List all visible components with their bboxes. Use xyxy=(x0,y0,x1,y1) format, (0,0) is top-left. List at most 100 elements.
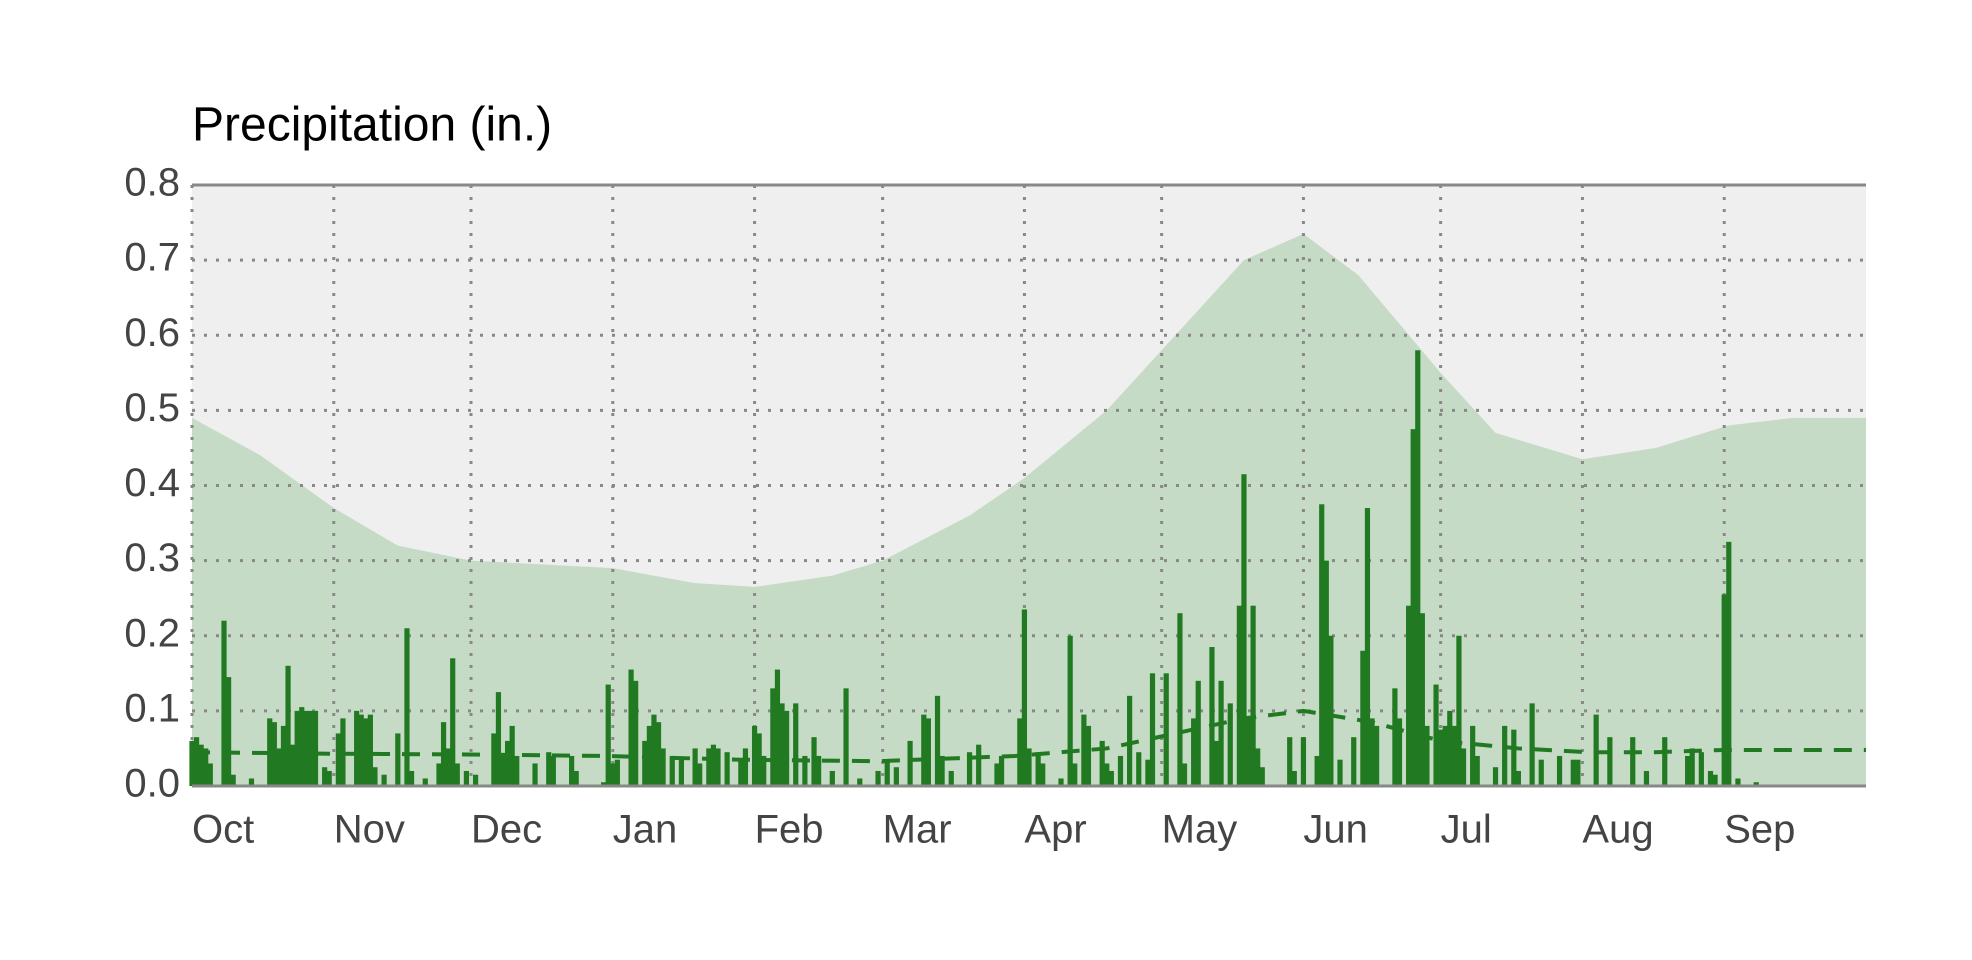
bar xyxy=(925,718,931,786)
bar xyxy=(793,703,799,786)
bar xyxy=(1707,770,1714,786)
bar xyxy=(354,710,360,786)
bar xyxy=(322,767,328,786)
bar xyxy=(756,733,762,786)
bar xyxy=(509,725,515,786)
bar xyxy=(1438,729,1444,786)
bar xyxy=(1529,703,1535,786)
bar xyxy=(1218,680,1224,786)
bar xyxy=(1451,725,1457,786)
y-tick-label: 0.1 xyxy=(124,686,180,730)
bar xyxy=(1021,609,1028,786)
bar xyxy=(1145,759,1151,786)
bar xyxy=(706,748,712,786)
bar xyxy=(783,710,790,786)
bar xyxy=(816,755,822,786)
bar xyxy=(1374,725,1380,786)
bar xyxy=(655,722,662,786)
bar xyxy=(550,755,556,786)
bar xyxy=(1470,725,1476,786)
bar xyxy=(742,748,749,786)
bar xyxy=(1163,673,1169,786)
bar xyxy=(1181,763,1188,786)
bar xyxy=(1058,778,1064,786)
y-tick-label: 0.7 xyxy=(124,236,180,280)
bar xyxy=(605,684,611,786)
bar xyxy=(569,755,575,786)
bar xyxy=(1319,504,1325,786)
bar xyxy=(779,703,785,786)
bar xyxy=(189,740,195,786)
bar xyxy=(1323,560,1329,786)
bar xyxy=(1191,718,1197,786)
x-tick-label: May xyxy=(1162,808,1238,852)
bar xyxy=(710,744,717,786)
bar xyxy=(966,752,973,786)
bar xyxy=(532,763,538,786)
bar xyxy=(203,748,209,786)
bar xyxy=(1396,718,1403,786)
bar xyxy=(1447,710,1453,786)
bar xyxy=(408,770,415,786)
bar xyxy=(230,774,236,786)
bar xyxy=(1255,748,1261,786)
bar xyxy=(372,767,378,786)
bar xyxy=(1460,748,1467,786)
bar xyxy=(573,770,579,786)
bar xyxy=(715,748,721,786)
bar xyxy=(1149,673,1156,786)
x-tick-label: Jun xyxy=(1303,808,1368,852)
bar xyxy=(802,755,808,786)
bar xyxy=(463,770,470,786)
bar xyxy=(1104,763,1110,786)
y-tick-label: 0.3 xyxy=(124,536,180,580)
bar xyxy=(1300,737,1307,786)
bar xyxy=(290,744,296,786)
bar xyxy=(1726,541,1732,786)
bar xyxy=(326,770,332,786)
bar xyxy=(546,752,552,786)
bar xyxy=(395,733,401,786)
bar xyxy=(450,658,456,786)
bar xyxy=(1515,770,1521,786)
bar xyxy=(248,778,255,786)
bar xyxy=(1108,770,1114,786)
x-tick-label: Apr xyxy=(1024,808,1086,852)
x-tick-label: Dec xyxy=(471,808,542,852)
bar xyxy=(1099,740,1105,786)
bar xyxy=(1570,759,1576,786)
bar xyxy=(976,744,982,786)
bar xyxy=(422,778,428,786)
bar xyxy=(934,695,941,786)
bar xyxy=(1195,680,1201,786)
bar xyxy=(907,740,913,786)
bar xyxy=(436,763,442,786)
bar xyxy=(1287,737,1293,786)
bar xyxy=(1433,684,1439,786)
bar xyxy=(221,620,227,786)
bar xyxy=(514,755,520,786)
bar xyxy=(299,707,305,786)
bar xyxy=(724,752,730,786)
x-tick-label: Nov xyxy=(334,808,405,852)
bar xyxy=(1556,755,1563,786)
bar xyxy=(1410,429,1416,786)
bar xyxy=(843,688,849,786)
bar xyxy=(633,680,639,786)
bar xyxy=(500,755,506,786)
bar xyxy=(1227,703,1233,786)
y-tick-label: 0.8 xyxy=(124,161,180,205)
bar xyxy=(1456,635,1462,786)
bar xyxy=(285,665,291,786)
x-tick-label: Sep xyxy=(1724,808,1795,852)
x-tick-label: Aug xyxy=(1582,808,1653,852)
bar xyxy=(472,774,479,786)
bar xyxy=(811,737,817,786)
bar xyxy=(651,714,657,786)
bar xyxy=(495,692,502,786)
bar xyxy=(1177,613,1183,786)
bar xyxy=(1236,605,1242,786)
bar xyxy=(1369,718,1375,786)
bar xyxy=(1721,594,1727,786)
